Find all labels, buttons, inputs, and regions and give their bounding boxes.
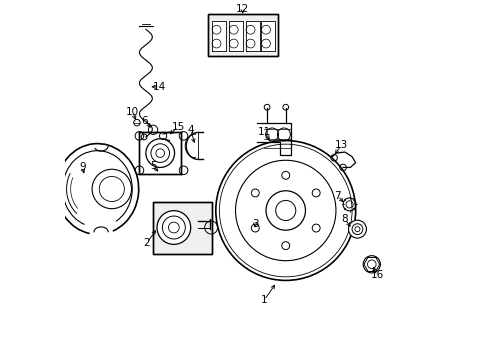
Text: 4: 4: [187, 125, 194, 135]
Bar: [207, 14, 277, 56]
Text: 11: 11: [257, 127, 270, 136]
Text: 6: 6: [141, 116, 148, 126]
Text: 14: 14: [153, 82, 166, 92]
Polygon shape: [245, 22, 260, 51]
Text: 10: 10: [126, 107, 139, 117]
Text: 12: 12: [236, 4, 249, 14]
Circle shape: [215, 140, 355, 280]
Polygon shape: [211, 22, 225, 51]
Circle shape: [157, 211, 190, 244]
Bar: [153, 202, 212, 253]
Text: 8: 8: [341, 215, 347, 224]
Text: 7: 7: [334, 191, 340, 201]
Circle shape: [363, 256, 380, 273]
Text: 1: 1: [261, 295, 267, 305]
Text: 15: 15: [171, 122, 184, 132]
Text: 3: 3: [251, 219, 258, 229]
Bar: [139, 132, 181, 174]
Text: 2: 2: [143, 238, 150, 248]
Polygon shape: [261, 22, 275, 51]
Polygon shape: [228, 22, 243, 51]
Bar: [207, 14, 277, 56]
Circle shape: [348, 220, 366, 238]
Text: 13: 13: [334, 140, 347, 150]
Text: 9: 9: [79, 162, 85, 172]
Text: 5: 5: [149, 161, 156, 171]
Text: 16: 16: [370, 270, 383, 280]
Bar: [153, 202, 212, 253]
Polygon shape: [257, 123, 290, 155]
